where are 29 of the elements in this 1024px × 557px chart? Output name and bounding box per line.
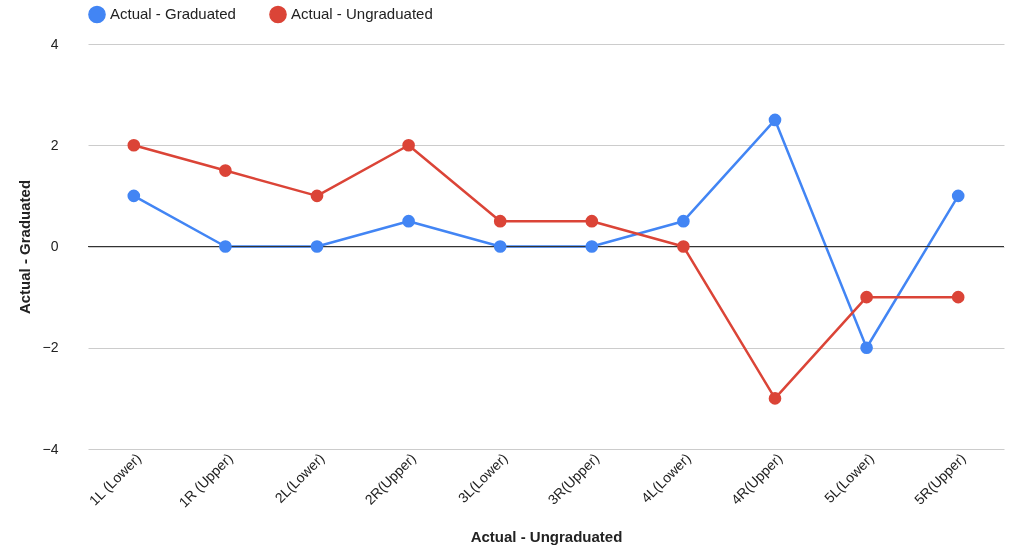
point <box>402 138 415 152</box>
y-tick-label: −2 <box>42 339 59 356</box>
point <box>860 290 873 304</box>
point <box>860 341 873 355</box>
point <box>219 240 232 253</box>
point <box>768 113 782 127</box>
point <box>768 392 782 405</box>
y-tick-label: −4 <box>42 440 59 457</box>
x-axis-title: Actual - Ungraduated <box>470 528 623 546</box>
legend-label: Actual - Ungraduated <box>291 5 433 23</box>
point <box>951 189 965 203</box>
point <box>677 214 690 228</box>
point <box>310 240 324 253</box>
point <box>402 214 415 228</box>
point <box>677 240 690 253</box>
y-axis-title: Actual - Graduated <box>15 179 33 315</box>
point <box>219 164 232 177</box>
point <box>310 189 324 203</box>
point <box>951 290 965 304</box>
point <box>493 240 507 253</box>
legend-label: Actual - Graduated <box>110 5 236 23</box>
point <box>127 138 141 152</box>
point <box>493 214 507 228</box>
y-tick-label: 2 <box>50 136 59 153</box>
point <box>585 214 599 228</box>
point <box>585 240 599 253</box>
point <box>127 189 141 203</box>
y-tick-label: 0 <box>50 238 59 254</box>
y-tick-label: 4 <box>50 35 59 52</box>
